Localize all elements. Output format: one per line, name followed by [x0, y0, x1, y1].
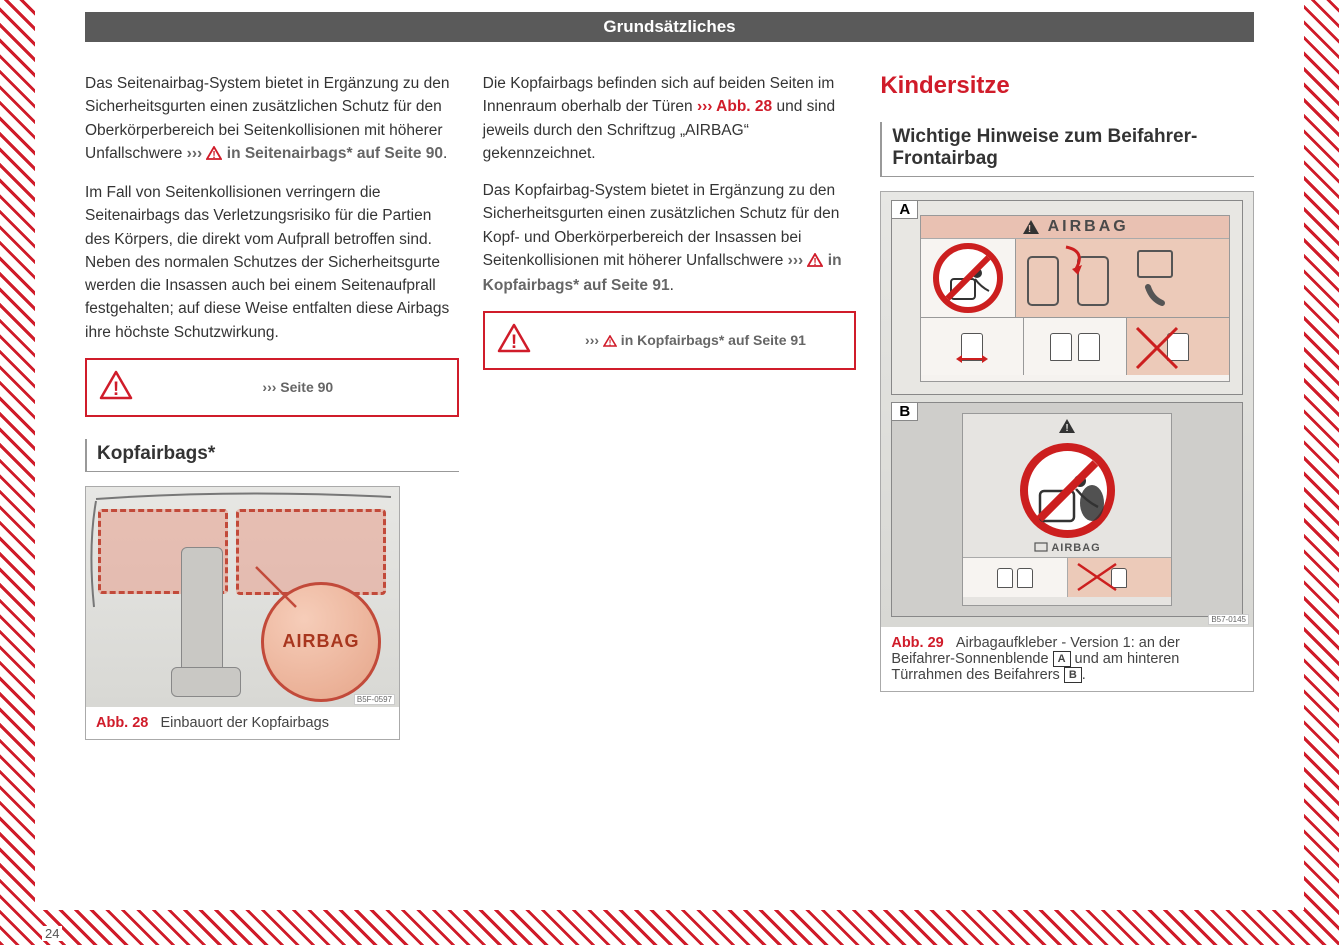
figure-29: A ! AIRBAG	[880, 191, 1254, 692]
column-3: Kindersitze Wichtige Hinweise zum Beifah…	[880, 72, 1254, 740]
airbag-label-b: AIRBAG	[1051, 542, 1100, 554]
figure-29-caption: Abb. 29 Airbagaufkleber - Version 1: an …	[881, 627, 1253, 691]
content-columns: Das Seitenairbag-System bietet in Ergänz…	[35, 42, 1304, 740]
column-2: Die Kopfairbags befinden sich auf beiden…	[483, 72, 857, 740]
page-number: 24	[42, 926, 62, 941]
panel-label-a: A	[891, 200, 918, 219]
page-header: Grundsätzliches	[85, 12, 1254, 42]
key-b: B	[1064, 667, 1082, 683]
crossref-link: ››› Abb. 28	[697, 98, 772, 115]
section-heading-kopfairbags: Kopfairbags*	[85, 439, 459, 472]
svg-text:!: !	[113, 379, 119, 400]
figure-caption-text: Einbauort der Kopfairbags	[160, 715, 328, 731]
warning-note-box: ! ››› Seite 90	[85, 358, 459, 417]
svg-text:!: !	[213, 150, 216, 160]
column-1: Das Seitenairbag-System bietet in Ergänz…	[85, 72, 459, 740]
panel-label-b: B	[891, 402, 918, 421]
warning-triangle-icon: !	[497, 323, 531, 358]
warning-triangle-icon: !	[206, 144, 222, 167]
text-run: .	[670, 277, 674, 294]
svg-text:!: !	[511, 332, 517, 353]
figure-label: Abb. 29	[891, 635, 943, 651]
airbag-bar-text: AIRBAG	[1048, 218, 1129, 236]
airbag-callout: AIRBAG	[261, 582, 381, 702]
figure-28-image: AIRBAG B5F-0597	[86, 487, 399, 707]
airbag-bar: ! AIRBAG	[921, 216, 1229, 239]
figure-label: Abb. 28	[96, 715, 148, 731]
figure-28-caption: Abb. 28 Einbauort der Kopfairbags	[86, 707, 399, 739]
figure-28: AIRBAG B5F-0597 Abb. 28 Einbauort der Ko…	[85, 486, 400, 740]
col2-para-1: Die Kopfairbags befinden sich auf beiden…	[483, 72, 857, 165]
note-text: ››› Seite 90	[151, 379, 445, 395]
prohibit-icon	[1020, 443, 1115, 538]
col1-para-2: Im Fall von Seitenkollisionen verringern…	[85, 181, 459, 344]
crossref-text: in Seitenairbags* auf Seite 90	[222, 145, 443, 162]
svg-text:!: !	[1066, 423, 1069, 434]
crossref-marker: ›››	[788, 252, 808, 269]
figure-29-image: A ! AIRBAG	[881, 192, 1253, 627]
caption-text: .	[1082, 667, 1086, 683]
note-crossref-text: in Kopfairbags* auf Seite 91	[617, 332, 806, 348]
warning-triangle-icon: !	[1058, 418, 1076, 434]
col2-para-2: Das Kopfairbag-System bietet in Ergänzun…	[483, 179, 857, 297]
warning-note-box: ! ››› ! in Kopfairbags* auf Seite 91	[483, 311, 857, 370]
svg-text:!: !	[1027, 224, 1033, 235]
note-text: ››› ! in Kopfairbags* auf Seite 91	[549, 332, 843, 350]
image-code: B5F-0597	[354, 694, 395, 705]
crossref-marker: ›››	[585, 332, 603, 348]
svg-text:!: !	[814, 257, 817, 267]
prohibit-icon	[933, 243, 1003, 313]
col1-para-1: Das Seitenairbag-System bietet in Ergänz…	[85, 72, 459, 167]
warning-triangle-icon: !	[1022, 219, 1040, 235]
image-code: B57-0145	[1208, 614, 1249, 625]
crossref-marker: ›››	[187, 145, 207, 162]
manual-page: Grundsätzliches Das Seitenairbag-System …	[35, 0, 1304, 910]
key-a: A	[1053, 651, 1071, 667]
warning-triangle-icon: !	[807, 251, 823, 274]
svg-text:!: !	[609, 337, 612, 347]
subsection-heading: Wichtige Hinweise zum Beifahrer-Frontair…	[880, 122, 1254, 177]
text-run: Das Kopfairbag-System bietet in Ergänzun…	[483, 182, 840, 269]
warning-triangle-icon: !	[603, 334, 617, 350]
text-run: .	[443, 145, 447, 162]
warning-triangle-icon: !	[99, 370, 133, 405]
section-heading-kindersitze: Kindersitze	[880, 72, 1254, 100]
